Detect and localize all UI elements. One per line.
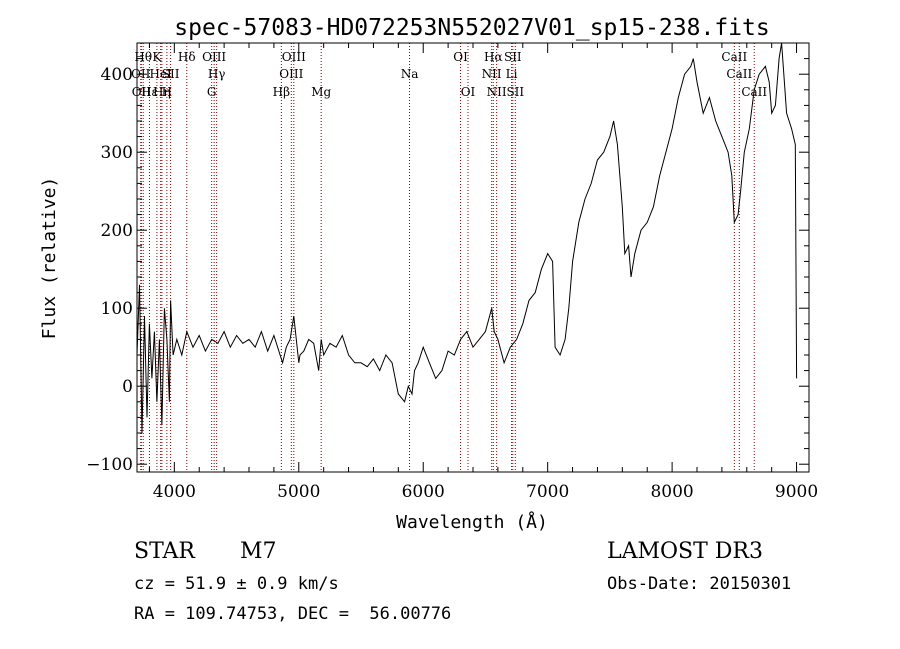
- spectral-line-label: SII: [504, 50, 522, 64]
- spectral-line-label: OIII: [282, 50, 306, 64]
- spectral-line-label: Mg: [311, 85, 331, 99]
- spectral-line-label: CaII: [726, 67, 752, 81]
- subclass-label: M7: [240, 539, 277, 564]
- y-tick-label: 400: [101, 65, 133, 85]
- y-tick-label: −100: [86, 455, 133, 475]
- spectral-line-label: G: [207, 85, 217, 99]
- spectral-line-label: Hδ: [178, 50, 196, 64]
- spectral-line-label: NII: [482, 67, 502, 81]
- spectral-line-label: K: [152, 50, 162, 64]
- spectral-line-label: HeI: [149, 67, 172, 81]
- spectral-line-label: Hθ: [134, 50, 152, 64]
- chart-title: spec-57083-HD072253N552027V01_sp15-238.f…: [174, 15, 769, 41]
- spectral-line-label: Hβ: [273, 85, 290, 99]
- spectral-line-label: Hε: [141, 85, 158, 99]
- redshift-readout: cz = 51.9 ± 0.9 km/s: [134, 574, 339, 594]
- y-tick-label: 100: [101, 299, 133, 319]
- spectral-line-label: CaII: [721, 50, 747, 64]
- survey-label: LAMOST DR3: [607, 539, 763, 564]
- y-tick-label: 300: [101, 143, 133, 163]
- x-tick-label: 6000: [402, 482, 445, 502]
- spectrum-line: [136, 42, 798, 434]
- class-label: STAR: [134, 539, 195, 564]
- spectral-line-label: SII: [162, 67, 180, 81]
- spectral-line-label: OII: [131, 67, 151, 81]
- x-tick-label: 7000: [526, 482, 569, 502]
- spectral-line-label: OI: [461, 85, 476, 99]
- y-axis-label: Flux (relative): [39, 177, 60, 340]
- spectral-line-label: SII: [506, 85, 524, 99]
- x-tick-label: 4000: [153, 482, 196, 502]
- spectral-line-label: Hα: [484, 50, 503, 64]
- spectral-line-label: Li: [506, 67, 518, 81]
- spectral-line-label: OIII: [279, 67, 303, 81]
- spectral-line-label: H: [162, 85, 172, 99]
- spectral-line-label: CaII: [741, 85, 767, 99]
- x-tick-label: 5000: [277, 482, 320, 502]
- obs-date-readout: Obs-Date: 20150301: [607, 574, 792, 594]
- y-tick-label: 200: [101, 221, 133, 241]
- coordinates-readout: RA = 109.74753, DEC = 56.00776: [134, 604, 452, 624]
- y-tick-label: 0: [122, 377, 133, 397]
- spectral-line-label: NII: [487, 85, 507, 99]
- spectral-line-label: OI: [453, 50, 468, 64]
- spectral-line-label: Hη: [153, 85, 171, 99]
- plot-frame: [136, 42, 810, 473]
- x-axis-label: Wavelength (Å): [396, 511, 548, 533]
- spectral-line-label: Na: [401, 67, 419, 81]
- spectral-line-label: OIII: [202, 50, 226, 64]
- spectral-line-label: OII: [132, 85, 152, 99]
- x-tick-label: 9000: [775, 482, 818, 502]
- spectral-line-label: Hγ: [208, 67, 226, 81]
- x-tick-label: 8000: [650, 482, 693, 502]
